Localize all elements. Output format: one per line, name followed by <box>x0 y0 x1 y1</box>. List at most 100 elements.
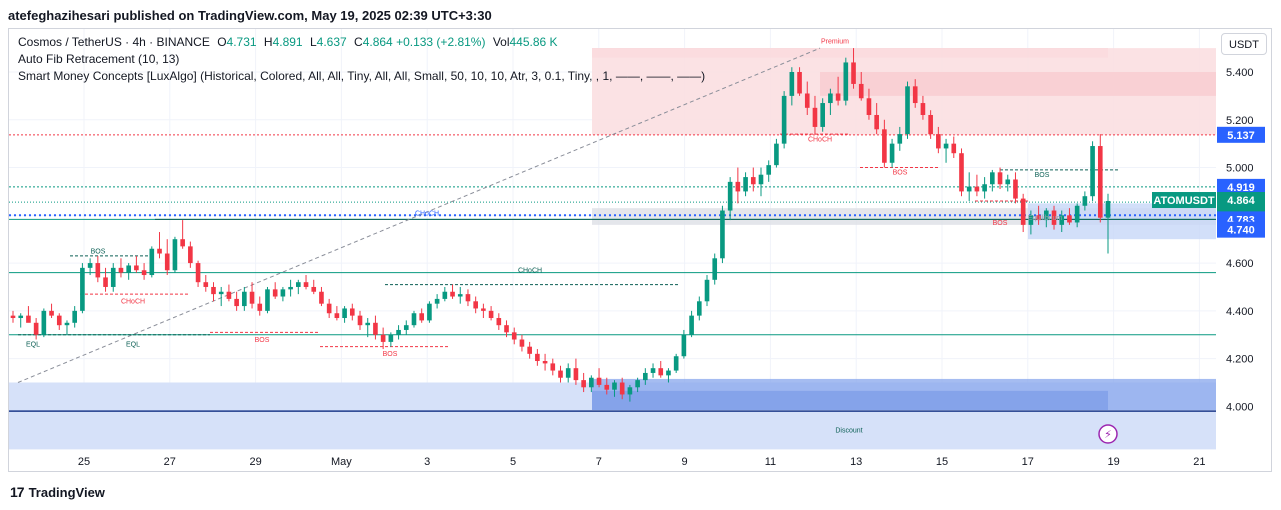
lightning-icon <box>1098 424 1118 444</box>
fib-trend-line <box>17 47 821 383</box>
x-tick-label: 3 <box>424 456 430 468</box>
candle-body <box>334 313 340 319</box>
candle-body <box>635 380 640 388</box>
candle-body <box>843 62 849 101</box>
open-key: O <box>217 35 227 49</box>
last-price-label: 4.864 <box>1227 195 1255 207</box>
eql-label: EQL <box>26 342 40 349</box>
high-value: 4.891 <box>272 35 303 49</box>
chart-frame <box>8 28 1272 472</box>
candle-body <box>627 387 633 395</box>
candle-body <box>1051 210 1057 225</box>
candle-body <box>118 267 124 273</box>
candle-body <box>735 181 741 192</box>
candle-body <box>49 310 54 316</box>
candle-body <box>41 310 47 335</box>
currency-button[interactable]: USDT <box>1221 33 1267 55</box>
candle-body <box>643 372 648 381</box>
premium-zone-inner <box>820 71 1216 96</box>
y-tick-label: 4.200 <box>1226 354 1254 366</box>
price-badge-label: 5.137 <box>1227 130 1255 142</box>
indicator-smc[interactable]: Smart Money Concepts [LuxAlgo] (Historic… <box>18 69 706 83</box>
close-key: C <box>354 35 363 49</box>
bos-label: BOS <box>993 220 1008 227</box>
candle-body <box>1036 215 1041 221</box>
symbol-title[interactable]: Cosmos / TetherUS · 4h · BINANCE <box>18 35 210 49</box>
candle-body <box>388 334 394 342</box>
x-tick-label: 11 <box>765 456 776 468</box>
candle-body <box>1013 179 1018 199</box>
y-tick-label: 5.200 <box>1226 115 1254 127</box>
candle-body <box>1020 198 1026 225</box>
open-value: 4.731 <box>226 35 257 49</box>
footer-brand[interactable]: 17 TradingView <box>10 484 105 500</box>
x-tick-label: 9 <box>682 456 688 468</box>
candle-body <box>288 286 293 290</box>
candle-body <box>858 83 864 99</box>
candle-body <box>727 181 733 211</box>
y-tick-label: 4.000 <box>1226 401 1254 413</box>
candle-body <box>380 334 386 342</box>
candle-body <box>95 263 101 278</box>
candle-body <box>419 313 425 321</box>
premium-label: Premium <box>821 38 849 45</box>
price-badge <box>1217 178 1265 195</box>
candle-body <box>982 184 987 192</box>
candle-body <box>357 315 363 326</box>
candle-body <box>411 313 417 326</box>
brand-label: TradingView <box>28 484 105 500</box>
candle-body <box>820 103 825 127</box>
choch-label: CHoCH <box>518 268 542 275</box>
low-key: L <box>309 35 317 49</box>
low-value: 4.637 <box>316 35 347 49</box>
candle-body <box>141 270 147 276</box>
eql-label: EQL <box>126 342 140 349</box>
candle-body <box>789 71 795 96</box>
candle-body <box>951 143 957 154</box>
tradingview-logo-icon: 17 <box>10 484 25 500</box>
candle-body <box>157 248 162 254</box>
candle-body <box>134 265 139 271</box>
candle-body <box>1059 215 1065 225</box>
candle-body <box>542 361 548 364</box>
price-badge-label: 4.740 <box>1227 225 1255 237</box>
bos-label: BOS <box>893 170 908 177</box>
candle-body <box>558 370 563 378</box>
x-tick-label: 29 <box>249 456 261 468</box>
chart-legend: Cosmos / TetherUS · 4h · BINANCE O4.731 … <box>18 34 705 85</box>
candle-body <box>188 246 193 264</box>
indicator-fib[interactable]: Auto Fib Retracement (10, 13) <box>18 52 180 66</box>
candle-body <box>26 315 31 323</box>
candle-body <box>365 322 371 326</box>
x-tick-label: 21 <box>1193 456 1205 468</box>
candle-body <box>696 301 702 316</box>
y-tick-label: 4.400 <box>1226 306 1254 318</box>
candle-body <box>496 318 502 326</box>
candle-body <box>720 210 725 259</box>
candle-body <box>265 289 270 311</box>
candle-body <box>851 62 856 84</box>
x-tick-label: 19 <box>1107 456 1119 468</box>
candle-body <box>450 291 455 297</box>
candle-body <box>1090 146 1095 197</box>
x-tick-label: 5 <box>510 456 516 468</box>
candle-body <box>87 263 93 268</box>
candle-body <box>203 282 209 287</box>
candle-body <box>1028 215 1034 225</box>
candle-body <box>149 248 155 276</box>
candle-body <box>1082 196 1088 206</box>
candle-body <box>342 308 347 319</box>
ohlc-row: Cosmos / TetherUS · 4h · BINANCE O4.731 … <box>18 34 705 51</box>
candle-body <box>64 322 70 326</box>
candle-body <box>604 384 610 390</box>
x-tick-label: 27 <box>164 456 176 468</box>
candle-body <box>758 174 764 185</box>
bos-label: BOS <box>383 351 398 358</box>
candle-body <box>319 291 324 304</box>
candle-body <box>835 93 841 101</box>
candle-body <box>172 239 178 271</box>
candle-body <box>211 286 216 295</box>
candle-body <box>373 322 378 335</box>
candle-body <box>242 291 247 307</box>
